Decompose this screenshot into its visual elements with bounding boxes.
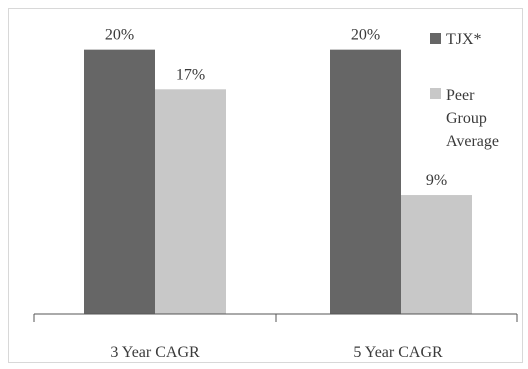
category-label: 5 Year CAGR <box>353 344 443 361</box>
legend-swatch-tjx <box>430 33 441 44</box>
bar-tjx-5yr <box>330 49 401 315</box>
data-label: 20% <box>105 27 134 44</box>
data-label: 20% <box>351 27 380 44</box>
legend-swatch-peer <box>430 88 441 99</box>
legend-label-tjx: TJX* <box>446 31 482 48</box>
bar-peer-5yr <box>401 195 472 314</box>
legend: TJX* Peer Group Average <box>430 31 499 150</box>
category-label: 3 Year CAGR <box>110 344 200 361</box>
data-label: 9% <box>426 172 447 189</box>
bar-peer-3yr <box>155 89 226 314</box>
data-label: 17% <box>176 66 205 83</box>
bar-tjx-3yr <box>84 49 155 315</box>
legend-label-peer: Peer Group Average <box>446 87 499 150</box>
